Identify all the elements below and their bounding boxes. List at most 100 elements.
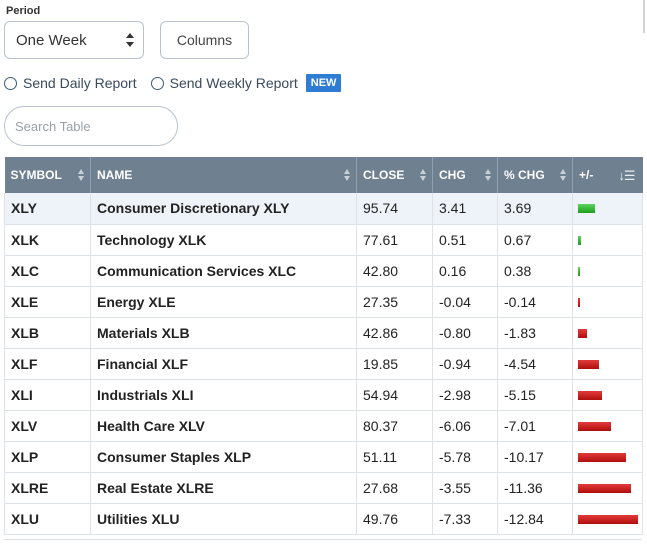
name-link[interactable]: Energy XLE	[90, 286, 357, 318]
symbol-cell: XLI	[4, 379, 91, 411]
symbol-cell: XLY	[4, 193, 91, 225]
pct-chg-cell: -1.83	[497, 317, 573, 349]
change-bar-cell	[572, 410, 643, 442]
change-bar-cell	[572, 379, 643, 411]
column-header-label: +/-	[579, 168, 594, 182]
table-row[interactable]: XLI Industrials XLI 54.94 -2.98 -5.15	[4, 379, 643, 411]
pct-chg-cell: -12.84	[497, 503, 573, 535]
change-bar-cell	[572, 472, 643, 504]
change-bar-cell	[572, 193, 643, 225]
name-link[interactable]: Financial XLF	[90, 348, 357, 380]
symbol-cell: XLP	[4, 441, 91, 473]
close-cell: 80.37	[356, 410, 433, 442]
radio-icon[interactable]	[4, 76, 17, 90]
sector-table: SYMBOL NAME CLOSE CHG % CHG +/- ↓☰ XLY Con…	[4, 157, 643, 535]
close-cell: 54.94	[356, 379, 433, 411]
close-cell: 19.85	[356, 348, 433, 380]
pct-chg-cell: -10.17	[497, 441, 573, 473]
column-header-label: CLOSE	[363, 168, 405, 182]
name-link[interactable]: Consumer Discretionary XLY	[90, 193, 357, 225]
sort-icon[interactable]	[560, 169, 567, 181]
sort-icon[interactable]	[78, 169, 85, 181]
symbol-cell: XLB	[4, 317, 91, 349]
name-link[interactable]: Communication Services XLC	[90, 255, 357, 287]
table-row[interactable]: XLK Technology XLK 77.61 0.51 0.67	[4, 224, 643, 256]
new-badge: NEW	[305, 74, 342, 92]
pct-chg-cell: -5.15	[497, 379, 573, 411]
pct-chg-cell: -7.01	[497, 410, 573, 442]
name-link[interactable]: Real Estate XLRE	[90, 472, 357, 504]
column-header-symbol[interactable]: SYMBOL	[4, 157, 91, 193]
name-link[interactable]: Industrials XLI	[90, 379, 357, 411]
change-bar	[578, 204, 596, 213]
name-link[interactable]: Materials XLB	[90, 317, 357, 349]
column-header-close[interactable]: CLOSE	[356, 157, 433, 193]
close-cell: 95.74	[356, 193, 433, 225]
pct-chg-cell: -11.36	[497, 472, 573, 504]
symbol-cell: XLK	[4, 224, 91, 256]
column-header-label: CHG	[439, 168, 466, 182]
search-table-input[interactable]	[4, 106, 178, 146]
table-row[interactable]: XLRE Real Estate XLRE 27.68 -3.55 -11.36	[4, 472, 643, 504]
table-row[interactable]: XLF Financial XLF 19.85 -0.94 -4.54	[4, 348, 643, 380]
change-bar	[578, 328, 587, 338]
column-header-label: % CHG	[504, 168, 545, 182]
chg-cell: -3.55	[432, 472, 498, 504]
symbol-cell: XLE	[4, 286, 91, 318]
send-weekly-report-option[interactable]: Send Weekly Report	[150, 75, 298, 91]
period-select[interactable]: One Week	[4, 21, 144, 59]
name-link[interactable]: Utilities XLU	[90, 503, 357, 535]
sort-descending-icon[interactable]: ↓☰	[618, 168, 635, 183]
change-bar-cell	[572, 441, 643, 473]
sort-icon[interactable]	[485, 169, 492, 181]
chg-cell: -0.94	[432, 348, 498, 380]
column-header-plus-minus[interactable]: +/- ↓☰	[572, 157, 643, 193]
symbol-cell: XLRE	[4, 472, 91, 504]
change-bar-cell	[572, 317, 643, 349]
send-daily-report-label: Send Daily Report	[23, 75, 137, 91]
column-header-label: NAME	[97, 168, 133, 182]
symbol-cell: XLC	[4, 255, 91, 287]
column-header-name[interactable]: NAME	[90, 157, 357, 193]
chg-cell: -5.78	[432, 441, 498, 473]
table-row[interactable]: XLC Communication Services XLC 42.80 0.16 0.…	[4, 255, 643, 287]
chg-cell: -7.33	[432, 503, 498, 535]
period-label: Period	[6, 5, 41, 17]
chg-cell: -0.04	[432, 286, 498, 318]
updown-arrows-icon	[126, 33, 134, 47]
close-cell: 27.35	[356, 286, 433, 318]
close-cell: 51.11	[356, 441, 433, 473]
change-bar-cell	[572, 348, 643, 380]
chg-cell: 0.51	[432, 224, 498, 256]
radio-icon[interactable]	[150, 76, 164, 90]
name-link[interactable]: Health Care XLV	[90, 410, 357, 442]
send-daily-report-option[interactable]: Send Daily Report	[4, 75, 137, 91]
pct-chg-cell: 0.67	[497, 224, 573, 256]
scrollbar-edge	[643, 0, 645, 33]
name-link[interactable]: Consumer Staples XLP	[90, 441, 357, 473]
chg-cell: 3.41	[432, 193, 498, 225]
table-row[interactable]: XLY Consumer Discretionary XLY 95.74 3.41 3.…	[4, 193, 643, 225]
table-row[interactable]: XLP Consumer Staples XLP 51.11 -5.78 -10.17	[4, 441, 643, 473]
sort-icon[interactable]	[420, 169, 427, 181]
send-weekly-report-label: Send Weekly Report	[169, 75, 298, 91]
table-row[interactable]: XLU Utilities XLU 49.76 -7.33 -12.84	[4, 503, 643, 535]
sort-icon[interactable]	[344, 169, 351, 181]
pct-chg-cell: 0.38	[497, 255, 573, 287]
table-header-row: SYMBOL NAME CLOSE CHG % CHG +/- ↓☰	[4, 157, 643, 193]
change-bar	[578, 235, 582, 245]
name-link[interactable]: Technology XLK	[90, 224, 357, 256]
report-options: Send Daily Report Send Weekly Report NEW	[4, 73, 342, 93]
change-bar	[578, 421, 611, 431]
columns-button[interactable]: Columns	[160, 21, 249, 59]
column-header-pct-chg[interactable]: % CHG	[497, 157, 573, 193]
table-row[interactable]: XLV Health Care XLV 80.37 -6.06 -7.01	[4, 410, 643, 442]
change-bar-cell	[572, 503, 643, 535]
table-row[interactable]: XLB Materials XLB 42.86 -0.80 -1.83	[4, 317, 643, 349]
change-bar	[578, 483, 632, 493]
table-row[interactable]: XLE Energy XLE 27.35 -0.04 -0.14	[4, 286, 643, 318]
symbol-cell: XLV	[4, 410, 91, 442]
change-bar-cell	[572, 224, 643, 256]
close-cell: 42.80	[356, 255, 433, 287]
column-header-chg[interactable]: CHG	[432, 157, 498, 193]
